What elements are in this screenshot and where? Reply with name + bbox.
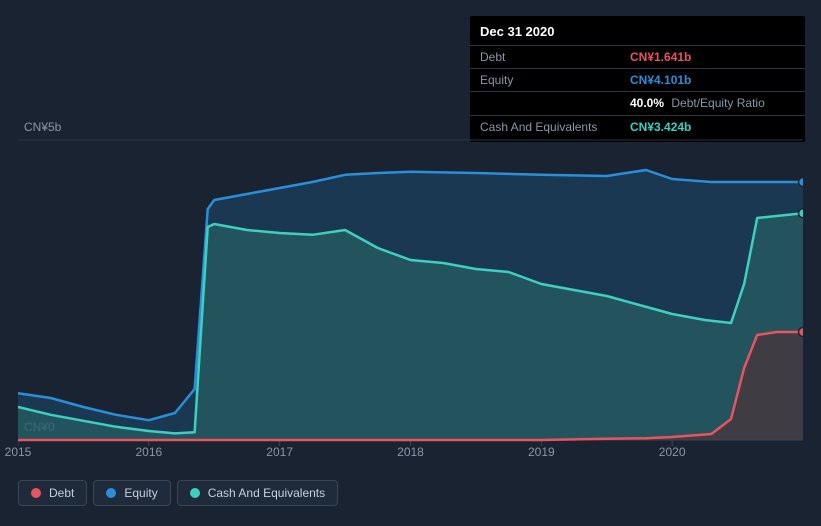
tooltip-row-value: 40.0% Debt/Equity Ratio [630, 95, 765, 111]
tooltip-row-value: CN¥4.101b [630, 72, 691, 88]
tooltip-row: 40.0% Debt/Equity Ratio [470, 91, 805, 114]
x-axis-labels: 201520162017201820192020 [18, 445, 803, 465]
tooltip-date: Dec 31 2020 [470, 20, 805, 45]
tooltip-row: DebtCN¥1.641b [470, 45, 805, 68]
legend-dot-icon [31, 488, 41, 498]
chart-plot [18, 120, 803, 460]
tooltip-row-label: Debt [480, 49, 630, 65]
tooltip-row-label: Equity [480, 72, 630, 88]
legend-item[interactable]: Equity [93, 480, 170, 506]
tooltip-row-label [480, 95, 630, 111]
legend-item-label: Cash And Equivalents [208, 486, 325, 500]
chart-legend: Debt Equity Cash And Equivalents [18, 480, 338, 506]
tooltip-row-value: CN¥1.641b [630, 49, 691, 65]
legend-dot-icon [190, 488, 200, 498]
x-axis-tick-label: 2016 [135, 445, 162, 459]
tooltip-row-extra: Debt/Equity Ratio [668, 96, 765, 110]
x-axis-tick-label: 2020 [659, 445, 686, 459]
x-axis-tick-label: 2015 [5, 445, 32, 459]
tooltip-row: EquityCN¥4.101b [470, 68, 805, 91]
financial-chart: CN¥5b CN¥0 [18, 120, 803, 460]
legend-item-label: Equity [124, 486, 157, 500]
legend-item-label: Debt [49, 486, 74, 500]
legend-item[interactable]: Cash And Equivalents [177, 480, 338, 506]
legend-dot-icon [106, 488, 116, 498]
x-axis-tick-label: 2019 [528, 445, 555, 459]
x-axis-tick-label: 2018 [397, 445, 424, 459]
x-axis-tick-label: 2017 [266, 445, 293, 459]
legend-item[interactable]: Debt [18, 480, 87, 506]
